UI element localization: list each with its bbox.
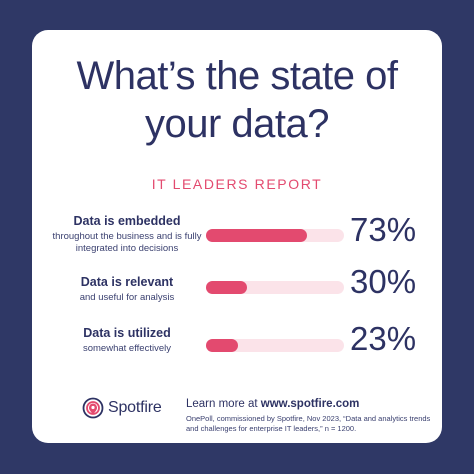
category-description: and useful for analysis xyxy=(79,292,175,303)
page-title: What’s the state of your data? xyxy=(32,52,442,148)
title-line-1: What’s the state of xyxy=(76,54,398,98)
bar-fill xyxy=(206,229,307,242)
title-line-2: your data? xyxy=(144,102,330,146)
category-description: somewhat effectively xyxy=(82,343,171,354)
category-description: throughout the business and is fully int… xyxy=(52,231,202,254)
learn-more-prefix: Learn more at xyxy=(186,398,261,410)
website-link[interactable]: www.spotfire.com xyxy=(260,398,360,410)
bar-fill xyxy=(206,339,238,352)
report-subtitle: IT LEADERS REPORT xyxy=(151,176,323,192)
bar-fill xyxy=(206,281,247,294)
source-citation: OnePoll, commissioned by Spotfire, Nov 2… xyxy=(186,414,431,433)
bar-label: Data is utilized somewhat effectively xyxy=(42,326,212,355)
value-label: 30% xyxy=(350,263,417,300)
infographic-card: What’s the state of your data? IT LEADER… xyxy=(32,30,442,443)
learn-more-text: Learn more at www.spotfire.com xyxy=(186,398,359,410)
value-label: 73% xyxy=(350,211,417,248)
spotfire-logo-icon xyxy=(82,397,104,419)
bar-track xyxy=(206,229,344,242)
category-label: Data is embedded xyxy=(73,214,181,228)
bar-track xyxy=(206,339,344,352)
logo-text: Spotfire xyxy=(108,399,162,416)
spotfire-logo: Spotfire xyxy=(82,396,162,420)
value-label: 23% xyxy=(350,320,417,357)
bar-label: Data is embedded throughout the business … xyxy=(42,214,212,255)
bar-label: Data is relevant and useful for analysis xyxy=(42,275,212,304)
category-label: Data is utilized xyxy=(83,326,171,340)
bar-track xyxy=(206,281,344,294)
category-label: Data is relevant xyxy=(80,275,174,289)
